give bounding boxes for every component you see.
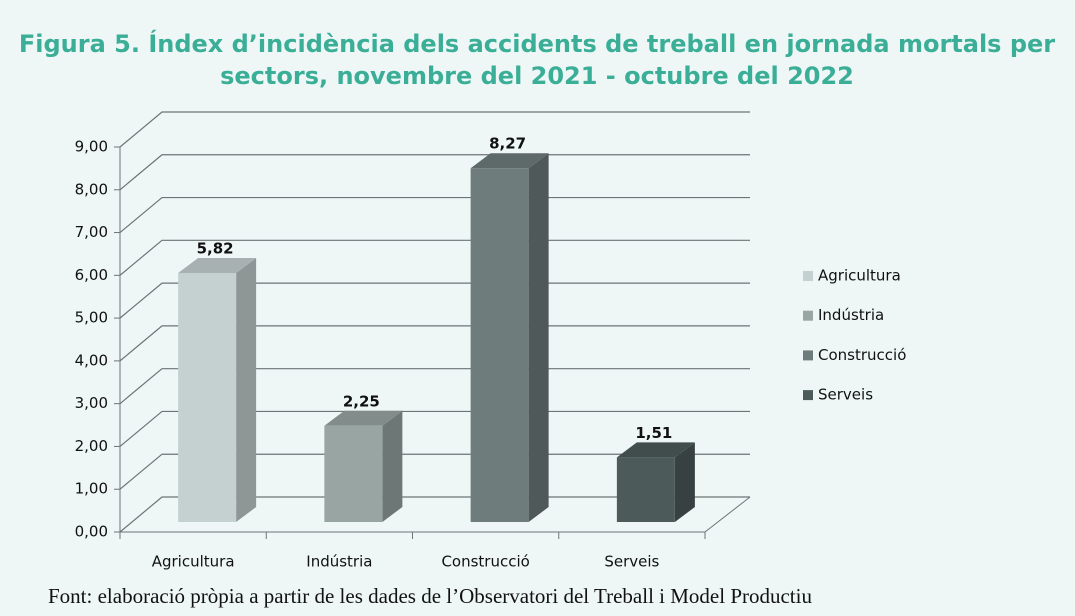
y-tick-label: 7,00 [75,223,108,241]
bar-top [324,410,403,426]
bar [470,153,549,522]
chart-title: Figura 5. Índex d’incidència dels accide… [19,29,1055,58]
grid-line [119,154,750,191]
bar-top [470,153,549,169]
grid-line [119,282,750,319]
legend-swatch [803,350,813,361]
bar-front [470,168,529,522]
grid-line [119,453,750,490]
source-note: Font: elaboració pròpia a partir de les … [48,584,812,608]
legend-label: Indústria [818,306,884,324]
y-tick-label: 5,00 [75,309,108,327]
legend-swatch [803,310,813,321]
legend-swatch [803,390,813,401]
bar-front [178,273,237,522]
bar [616,442,695,522]
chart-title: sectors, novembre del 2021 - octubre del… [220,62,854,90]
legend-label: Serveis [818,386,873,404]
bar-top [616,442,695,458]
bar-side [674,442,695,522]
bar-front [324,425,383,522]
bar-front [616,457,675,522]
x-tick-label: Construcció [441,553,529,571]
bar [324,410,403,522]
y-tick-label: 6,00 [75,266,108,284]
legend-swatch [803,271,813,281]
y-tick-label: 3,00 [75,394,108,412]
legend-label: Agricultura [818,267,901,285]
bar-top [178,258,257,274]
data-label: 5,82 [197,240,234,258]
bar [178,258,257,522]
y-tick-label: 9,00 [75,138,108,156]
x-tick-label: Agricultura [152,553,235,571]
y-tick-label: 2,00 [75,437,108,455]
grid-line [119,111,750,148]
data-label: 1,51 [635,424,672,442]
axis-line [704,496,751,533]
y-tick-label: 8,00 [75,180,108,198]
x-tick-label: Indústria [306,553,372,571]
bar-side [236,258,257,522]
bar-side [528,153,549,522]
grid-line [119,368,750,405]
grid-line [119,196,750,234]
grid-line [119,410,750,447]
x-tick-label: Serveis [604,553,659,571]
bar-side [382,410,403,522]
y-tick-label: 0,00 [75,523,108,541]
data-label: 2,25 [343,392,380,410]
y-tick-label: 4,00 [75,351,108,369]
grid-line [119,325,750,362]
y-tick-label: 1,00 [75,480,108,498]
grid-line [119,496,750,533]
data-label: 8,27 [489,135,526,153]
grid-line [119,239,750,276]
legend-label: Construcció [818,346,906,364]
